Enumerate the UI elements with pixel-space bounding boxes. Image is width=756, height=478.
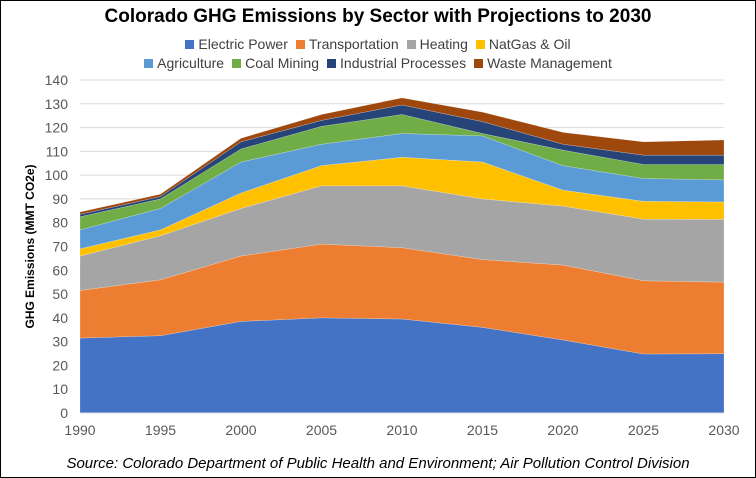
- legend-swatch: [144, 59, 154, 68]
- x-tick-label: 2025: [628, 422, 659, 438]
- y-tick-label: 140: [45, 72, 69, 88]
- x-tick-label: 2000: [225, 422, 256, 438]
- legend-label: Electric Power: [198, 36, 288, 52]
- legend-label: Transportation: [308, 36, 399, 52]
- legend-label: Waste Management: [487, 55, 612, 71]
- legend-swatch: [474, 59, 484, 68]
- y-tick-label: 90: [52, 191, 68, 207]
- y-axis-label: GHG Emissions (MMT CO2e): [23, 164, 37, 328]
- x-tick-label: 2010: [386, 422, 417, 438]
- area-waste-management: [79, 97, 725, 215]
- y-tick-label: 80: [52, 215, 68, 231]
- legend-swatch: [475, 40, 485, 49]
- legend-label: Industrial Processes: [340, 55, 467, 71]
- legend-swatch: [185, 40, 195, 49]
- legend-row-1: Electric Power Transportation Heating NatGa…: [0, 36, 756, 52]
- x-tick-label: 2005: [306, 422, 337, 438]
- y-tick-label: 30: [52, 334, 68, 350]
- x-tick-label: 1990: [64, 422, 95, 438]
- y-tick-label: 100: [45, 167, 69, 183]
- legend-item: Coal Mining: [232, 55, 319, 71]
- legend-label: Agriculture: [157, 55, 225, 71]
- x-tick-label: 2020: [547, 422, 578, 438]
- legend-row-2: Agriculture Coal Mining Industrial Process…: [0, 55, 756, 71]
- legend-swatch: [232, 59, 242, 68]
- chart-source: Source: Colorado Department of Public He…: [66, 455, 690, 472]
- y-tick-label: 120: [45, 120, 69, 136]
- legend-item: Waste Management: [474, 55, 612, 71]
- legend-item: Transportation: [295, 36, 399, 52]
- y-tick-label: 110: [46, 143, 69, 159]
- legend-label: Heating: [419, 36, 468, 52]
- legend-label: Coal Mining: [245, 55, 320, 71]
- x-tick-label: 2030: [708, 422, 739, 438]
- x-tick-label: 2015: [467, 422, 498, 438]
- y-tick-label: 130: [45, 96, 69, 112]
- y-tick-label: 10: [52, 381, 68, 397]
- y-tick-label: 20: [52, 357, 68, 373]
- legend-item: Electric Power: [185, 36, 288, 52]
- legend-swatch: [295, 40, 305, 49]
- legend-item: Agriculture: [144, 55, 224, 71]
- legend-label: NatGas & Oil: [488, 36, 571, 52]
- legend-item: Industrial Processes: [327, 55, 466, 71]
- y-tick-label: 0: [60, 405, 68, 421]
- x-tick-label: 1995: [145, 422, 176, 438]
- legend-swatch: [406, 40, 416, 49]
- legend-item: NatGas & Oil: [475, 36, 571, 52]
- y-tick-label: 60: [52, 262, 68, 278]
- legend-item: Heating: [406, 36, 468, 52]
- chart-title: Colorado GHG Emissions by Sector with Pr…: [104, 6, 652, 27]
- y-tick-label: 70: [52, 239, 68, 255]
- legend-swatch: [327, 59, 337, 68]
- y-tick-label: 40: [52, 310, 68, 326]
- y-tick-label: 50: [52, 286, 68, 302]
